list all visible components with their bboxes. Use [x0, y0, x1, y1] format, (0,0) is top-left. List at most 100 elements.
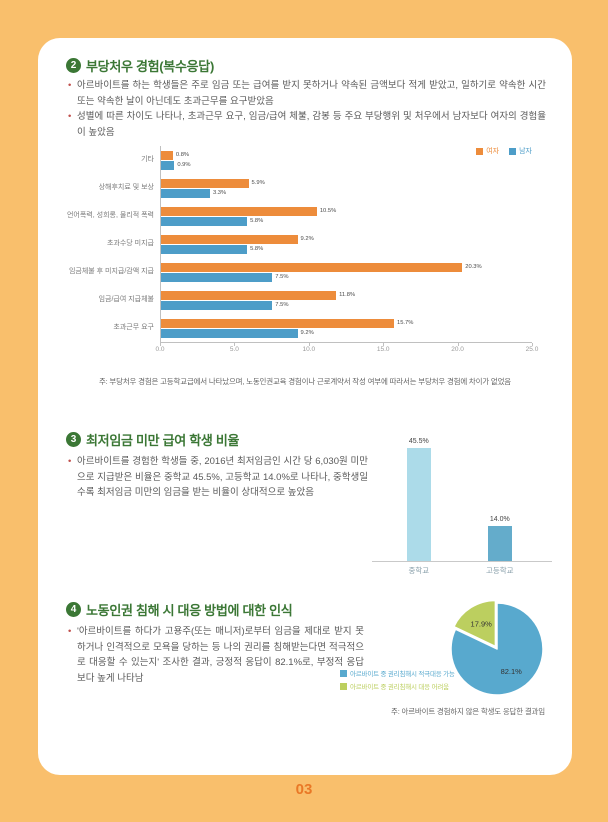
bar-남자	[161, 216, 248, 226]
bar-line: 10.5%	[161, 206, 532, 216]
bar-line: 7.5%	[161, 300, 532, 310]
bar-남자	[161, 328, 298, 338]
bar-line: 5.8%	[161, 244, 532, 254]
section-unfair-title-text: 부당처우 경험(복수응답)	[86, 59, 214, 74]
pie-slice-value-label: 17.9%	[471, 619, 493, 628]
x-axis-tickmark	[234, 343, 236, 346]
bar-group: 초과근무 요구 15.7% 9.2%	[58, 314, 532, 342]
bar-value-label: 7.5%	[275, 302, 289, 308]
unfair-treatment-bar-chart: 여자 남자 기타 0.8% 0.9% 상해후치료 및 보상 5.9% 3.3% 언어폭력, 성…	[58, 146, 538, 356]
response-pie-chart: 82.1% 17.9%	[450, 599, 544, 696]
bar-value-label: 45.5%	[408, 438, 429, 446]
pie-slice-0	[450, 602, 544, 696]
bar-category-label: 언어폭력, 성희롱, 물리적 폭력	[66, 212, 154, 219]
bar-category-label: 초과근무 요구	[113, 324, 154, 331]
bar-line: 0.9%	[161, 160, 532, 170]
bar-category-label: 기타	[141, 156, 154, 163]
bar-여자	[161, 318, 394, 328]
bar-여자	[161, 178, 249, 188]
bar-value-label: 9.2%	[300, 236, 314, 242]
bar-value-label: 9.2%	[300, 330, 314, 336]
legend-label: 남자	[519, 148, 532, 155]
x-axis-tick-label: 25.0	[525, 346, 539, 353]
response-pie-footnote: 주: 아르바이트 경험하지 않은 학생도 응답한 결과임	[391, 707, 545, 716]
bullet-item: • 성별에 따른 차이도 나타나, 초과근무 요구, 임금/급여 체불, 감봉 …	[68, 109, 546, 140]
section-minwage-title-text: 최저임금 미만 급여 학생 비율	[86, 433, 240, 448]
bar-value-label: 15.7%	[396, 320, 414, 326]
unfair-chart-legend: 여자 남자	[476, 146, 532, 156]
bar-category-label: 초과수당 미지급	[106, 240, 154, 247]
bar-pair: 5.9% 3.3%	[160, 174, 532, 202]
bar-category-label: 임금체불 후 미지급/감액 지급	[68, 268, 154, 275]
bar-value-label: 11.8%	[339, 292, 356, 298]
pie-legend-label: 아르바이트 중 권리침해시 적극대응 가능	[350, 671, 455, 678]
bar-pair: 10.5% 5.8%	[160, 202, 532, 230]
legend-swatch-icon	[340, 682, 347, 690]
bar-value-label: 5.9%	[251, 180, 265, 186]
bar-여자	[161, 206, 317, 216]
bar-value-label: 0.9%	[177, 162, 191, 168]
bar-category-label: 고등학교	[485, 566, 514, 575]
bar-line: 15.7%	[161, 318, 532, 328]
bar-중학교	[406, 448, 431, 561]
bullet-text: 성별에 따른 차이도 나타나, 초과근무 요구, 임금/급여 체불, 감봉 등 …	[77, 111, 546, 138]
bar-남자	[161, 300, 273, 310]
section-response-number-badge: 4	[66, 602, 81, 617]
bar-value-label: 0.8%	[175, 152, 190, 158]
bar-pair: 20.3% 7.5%	[160, 258, 532, 286]
x-axis-tick-label: 0.0	[155, 346, 165, 353]
bar-여자	[161, 234, 298, 244]
unfair-chart-x-axis	[160, 342, 533, 346]
content-card: 2 부당처우 경험(복수응답) • 아르바이트를 하는 학생들은 주로 임금 또…	[38, 38, 572, 775]
x-axis-tick-label: 20.0	[451, 346, 464, 353]
bar-value-label: 14.0%	[489, 516, 510, 524]
bar-여자	[161, 150, 173, 160]
x-axis-tick-label: 15.0	[376, 346, 390, 353]
pie-slice-value-label: 82.1%	[501, 667, 523, 676]
bullet-text: 아르바이트를 하는 학생들은 주로 임금 또는 급여를 받지 못하거나 약속된 …	[77, 80, 546, 107]
pie-slice-1	[453, 599, 497, 648]
bar-value-label: 5.8%	[250, 218, 264, 224]
bar-group: 임금/급여 지급체불 11.8% 7.5%	[58, 286, 532, 314]
section-unfair-number-badge: 2	[66, 58, 81, 73]
bar-line: 9.2%	[161, 328, 532, 338]
bar-category-label: 상해후치료 및 보상	[98, 184, 154, 191]
legend-swatch-icon	[509, 147, 517, 155]
x-axis-tick-label: 5.0	[229, 346, 239, 353]
x-axis-tickmark	[160, 343, 161, 346]
bar-line: 11.8%	[161, 290, 532, 300]
legend-item-남자: 남자	[509, 146, 532, 156]
bullet-dot: •	[68, 626, 72, 637]
bullet-item: • 아르바이트를 하는 학생들은 주로 임금 또는 급여를 받지 못하거나 약속…	[68, 78, 546, 109]
bar-고등학교	[487, 526, 512, 561]
bullet-dot: •	[68, 456, 72, 467]
bar-group: 초과수당 미지급 9.2% 5.8%	[58, 230, 532, 258]
section-response-title-text: 노동인권 침해 시 대응 방법에 대한 인식	[86, 603, 293, 618]
legend-label: 여자	[486, 148, 500, 155]
x-axis-tickmark	[457, 343, 459, 346]
minwage-bar-chart: 45.5% 중학교 14.0% 고등학교	[372, 424, 552, 575]
section-minwage-bullets: • 아르바이트를 경험한 학생들 중, 2016년 최저임금인 시간 당 6,0…	[68, 454, 368, 501]
bar-group: 임금체불 후 미지급/감액 지급 20.3% 7.5%	[58, 258, 532, 286]
bullet-text: '아르바이트를 하다가 고용주(또는 매니저)로부터 임금을 제대로 받지 못하…	[77, 626, 364, 684]
bar-value-label: 7.5%	[275, 274, 289, 280]
x-axis-tickmark	[532, 343, 533, 346]
section-response-bullets: • '아르바이트를 하다가 고용주(또는 매니저)로부터 임금을 제대로 받지 …	[68, 624, 364, 686]
legend-swatch-icon	[340, 669, 347, 677]
x-axis-tickmark	[308, 343, 310, 346]
pie-legend-label: 아르바이트 중 권리침해시 대응 어려움	[350, 684, 449, 691]
section-unfair-title: 2 부당처우 경험(복수응답)	[66, 56, 214, 75]
bar-value-label: 20.3%	[465, 264, 482, 270]
bar-line: 3.3%	[161, 188, 532, 198]
bullet-text: 아르바이트를 경험한 학생들 중, 2016년 최저임금인 시간 당 6,030…	[77, 456, 368, 498]
x-axis-tickmark	[383, 343, 385, 346]
bar-line: 5.9%	[161, 178, 532, 188]
bullet-item: • '아르바이트를 하다가 고용주(또는 매니저)로부터 임금을 제대로 받지 …	[68, 624, 364, 686]
legend-item-여자: 여자	[476, 146, 499, 156]
bar-category-label: 임금/급여 지급체불	[98, 296, 154, 303]
bar-여자	[161, 262, 463, 272]
section-minwage-title: 3 최저임금 미만 급여 학생 비율	[66, 430, 239, 449]
minwage-chart-plot: 45.5% 중학교 14.0% 고등학교	[372, 438, 552, 575]
